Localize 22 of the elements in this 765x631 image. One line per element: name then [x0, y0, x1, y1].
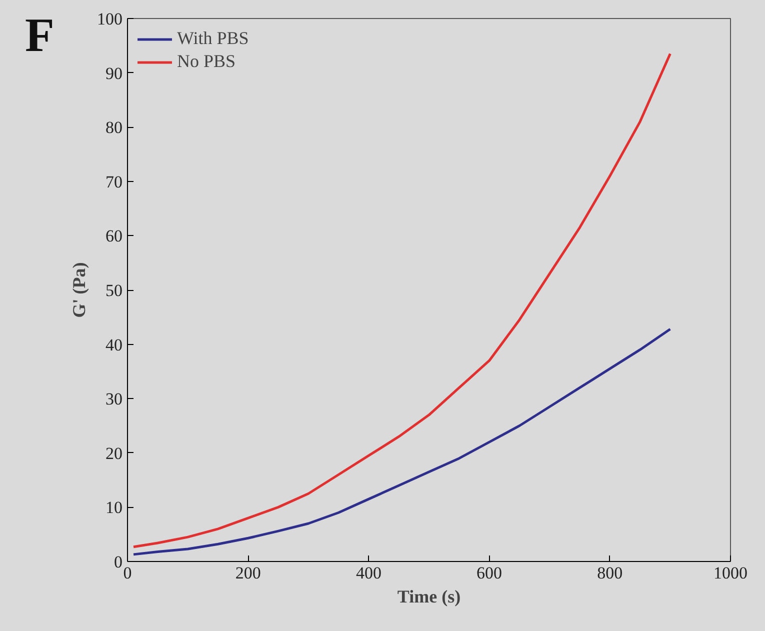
x-tick-label: 200	[235, 564, 261, 582]
x-tick-label: 1000	[714, 564, 748, 582]
legend-label: With PBS	[177, 28, 249, 49]
x-axis-title: Time (s)	[397, 586, 461, 606]
y-tick-label: 20	[106, 444, 122, 463]
x-tick-label: 800	[597, 564, 623, 582]
line-series	[132, 328, 672, 556]
y-tick-label: 60	[106, 226, 122, 246]
y-tick-label: 40	[106, 335, 122, 354]
x-tick-label: 600	[476, 564, 502, 582]
y-tick-label: 30	[106, 390, 122, 409]
text: F	[25, 8, 54, 64]
line-series	[132, 52, 672, 548]
y-tick-label: 90	[106, 64, 122, 83]
x-tick-label: 400	[356, 564, 382, 582]
legend-label: No PBS	[177, 51, 236, 72]
y-tick-label: 70	[106, 172, 122, 192]
y-tick-label: 100	[97, 10, 122, 28]
y-tick-label: 10	[106, 498, 122, 518]
y-tick-label: 50	[106, 281, 122, 300]
y-tick-label: 80	[106, 118, 122, 138]
y-axis-title: G' (Pa)	[69, 262, 89, 318]
